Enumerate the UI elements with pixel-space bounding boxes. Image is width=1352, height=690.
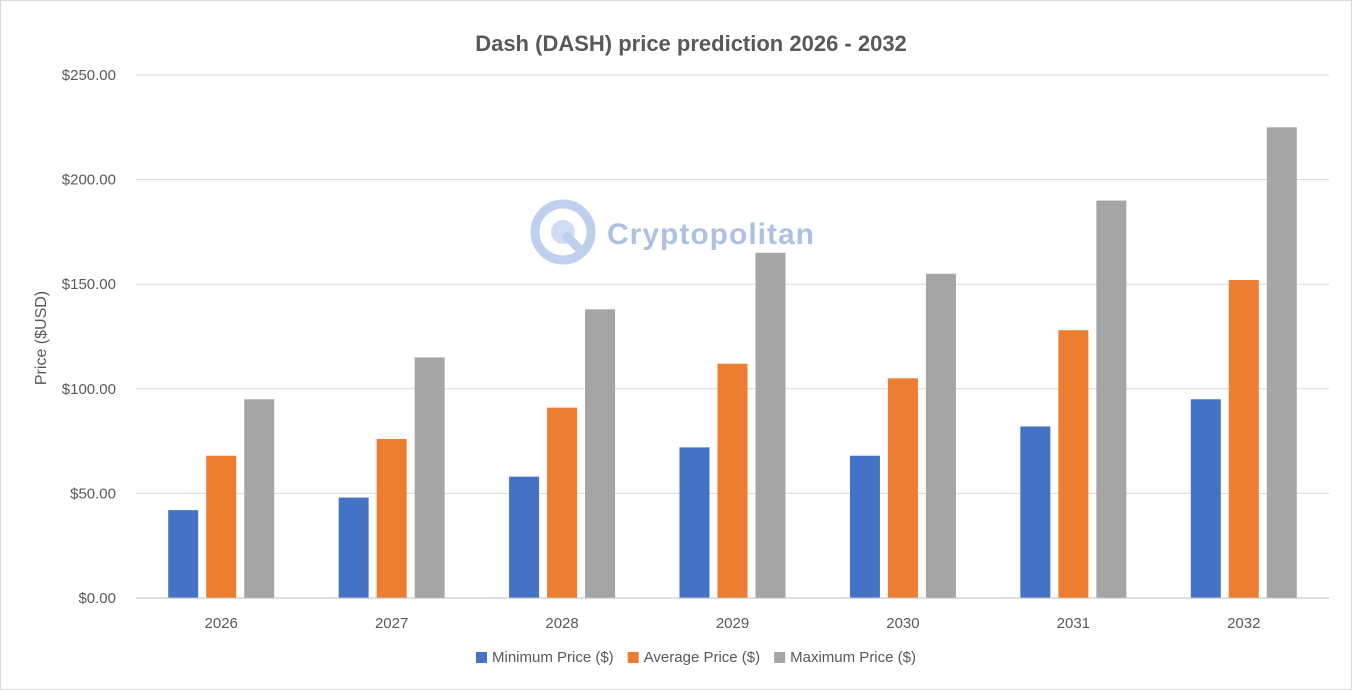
legend: Minimum Price ($) Average Price ($) Maximu… [476, 649, 916, 666]
bar-minimum-2029 [679, 447, 710, 598]
bar-average-2031 [1058, 330, 1089, 598]
bar-average-2026 [206, 455, 237, 598]
bar-average-2028 [547, 407, 578, 598]
chart-title: Dash (DASH) price prediction 2026 - 2032 [475, 31, 907, 56]
bar-average-2030 [887, 378, 918, 598]
x-tick-label: 2029 [716, 615, 749, 632]
y-axis-title: Price ($USD) [33, 291, 50, 385]
x-tick-label: 2031 [1057, 615, 1090, 632]
watermark: Cryptopolitan [530, 199, 815, 265]
y-tick-label: $250.00 [62, 67, 116, 84]
bar-series [168, 127, 1297, 599]
bar-minimum-2030 [849, 455, 880, 598]
x-tick-label: 2030 [886, 615, 919, 632]
bar-average-2029 [717, 363, 748, 598]
bar-minimum-2027 [338, 497, 369, 598]
y-axis-ticks: $0.00 $50.00 $100.00 $150.00 $200.00 $250.00 [62, 67, 116, 607]
y-tick-label: $0.00 [78, 590, 116, 607]
y-tick-label: $150.00 [62, 276, 116, 293]
cryptopolitan-logo-icon [530, 199, 596, 265]
y-tick-label: $200.00 [62, 172, 116, 189]
legend-label-maximum: Maximum Price ($) [790, 649, 916, 666]
bar-maximum-2032 [1266, 127, 1297, 599]
bar-minimum-2032 [1190, 399, 1221, 598]
x-tick-label: 2027 [375, 615, 408, 632]
y-tick-label: $50.00 [70, 485, 116, 502]
legend-label-minimum: Minimum Price ($) [492, 649, 614, 666]
bar-maximum-2031 [1096, 200, 1127, 598]
x-tick-label: 2032 [1227, 615, 1260, 632]
bar-maximum-2029 [755, 252, 786, 598]
bar-maximum-2028 [585, 309, 616, 598]
bar-maximum-2030 [925, 273, 956, 598]
x-axis-ticks: 2026 2027 2028 2029 2030 2031 2032 [205, 615, 1261, 632]
bar-minimum-2026 [168, 510, 199, 598]
legend-label-average: Average Price ($) [644, 649, 760, 666]
legend-swatch-average [627, 652, 639, 663]
bar-maximum-2027 [414, 357, 445, 598]
bar-average-2027 [376, 439, 407, 598]
x-tick-label: 2026 [205, 615, 238, 632]
bar-minimum-2031 [1020, 426, 1051, 598]
legend-swatch-maximum [774, 652, 786, 663]
legend-swatch-minimum [476, 652, 487, 663]
gridlines [136, 74, 1329, 494]
y-tick-label: $100.00 [62, 381, 116, 398]
x-tick-label: 2028 [545, 615, 578, 632]
watermark-text: Cryptopolitan [607, 218, 815, 251]
bar-maximum-2026 [244, 399, 275, 598]
bar-average-2032 [1228, 280, 1259, 598]
bar-minimum-2028 [509, 476, 540, 598]
